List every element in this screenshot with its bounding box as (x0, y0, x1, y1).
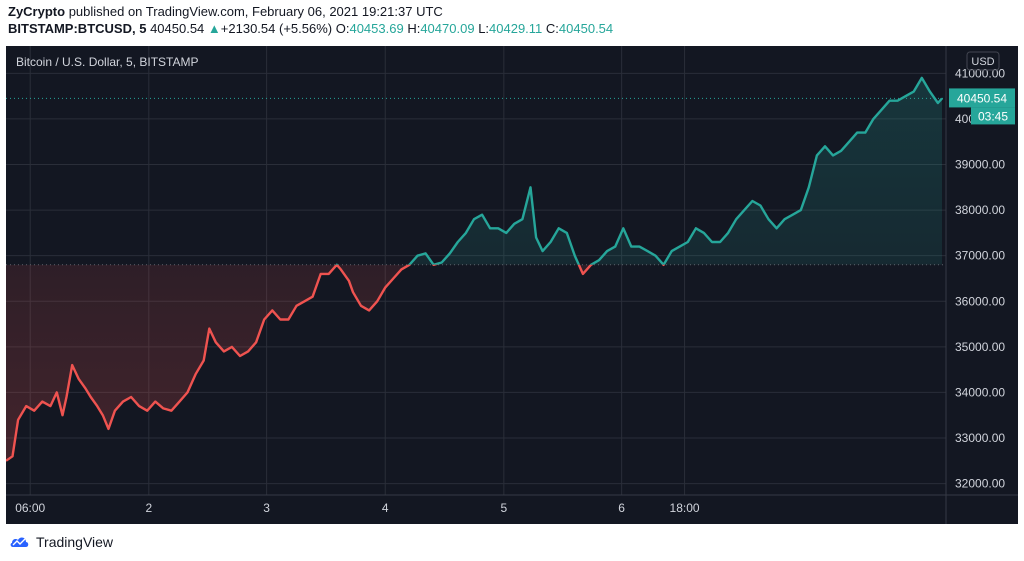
publish-info: ZyCrypto published on TradingView.com, F… (8, 4, 443, 19)
open-value: 40453.69 (349, 21, 404, 36)
y-tick-label: 34000.00 (955, 385, 1005, 399)
footer-brand[interactable]: TradingView (8, 534, 113, 550)
x-tick-label: 5 (500, 501, 507, 515)
y-tick-label: 37000.00 (955, 249, 1005, 263)
up-arrow-icon: ▲ (207, 21, 221, 36)
area-below-baseline (6, 264, 591, 461)
price-line-down (6, 264, 665, 462)
author-name: ZyCrypto (8, 4, 66, 19)
x-tick-label: 4 (382, 501, 389, 515)
x-tick-label: 18:00 (670, 501, 700, 515)
countdown-tag (971, 107, 1015, 125)
low-label: L: (478, 21, 490, 36)
low-value: 40429.11 (489, 21, 543, 36)
tradingview-logo-icon (10, 537, 29, 547)
countdown-tag-label: 03:45 (978, 109, 1008, 123)
x-tick-label: 3 (263, 501, 270, 515)
currency-badge[interactable] (966, 51, 1000, 71)
price-line-up (335, 76, 943, 265)
publish-text: published on TradingView.com, February 0… (68, 4, 443, 19)
x-tick-label: 2 (145, 501, 152, 515)
footer-brand-label: TradingView (36, 534, 114, 550)
y-tick-label: 41000.00 (955, 66, 1005, 80)
high-label: H: (407, 21, 421, 36)
quote-line: BITSTAMP:BTCUSD, 5 40450.54 ▲+2130.54 (+… (8, 21, 613, 36)
open-label: O: (335, 21, 350, 36)
high-value: 40470.09 (420, 21, 475, 36)
y-tick-label: 38000.00 (955, 203, 1005, 217)
change-value: +2130.54 (+5.56%) (220, 21, 333, 36)
currency-label: USD (971, 56, 994, 68)
chart-canvas[interactable]: 41000.0040000.0039000.0038000.0037000.00… (6, 46, 1018, 524)
y-tick-label: 35000.00 (955, 340, 1005, 354)
price-scale-bg[interactable] (946, 46, 1018, 524)
last-price-tag-label: 40450.54 (957, 91, 1007, 105)
close-label: C: (545, 21, 559, 36)
y-tick-label: 33000.00 (955, 431, 1005, 445)
symbol-label: BITSTAMP:BTCUSD, 5 (8, 21, 147, 36)
last-price: 40450.54 (150, 21, 205, 36)
close-value: 40450.54 (558, 21, 614, 36)
price-chart[interactable]: 41000.0040000.0039000.0038000.0037000.00… (6, 46, 1018, 524)
y-tick-label: 39000.00 (955, 158, 1005, 172)
x-tick-label: 06:00 (15, 501, 45, 515)
y-tick-label: 32000.00 (955, 477, 1005, 491)
y-tick-label: 36000.00 (955, 294, 1005, 308)
x-tick-label: 6 (618, 501, 625, 515)
chart-title: Bitcoin / U.S. Dollar, 5, BITSTAMP (16, 55, 199, 69)
last-price-tag (949, 88, 1015, 108)
area-above-baseline (6, 77, 942, 265)
